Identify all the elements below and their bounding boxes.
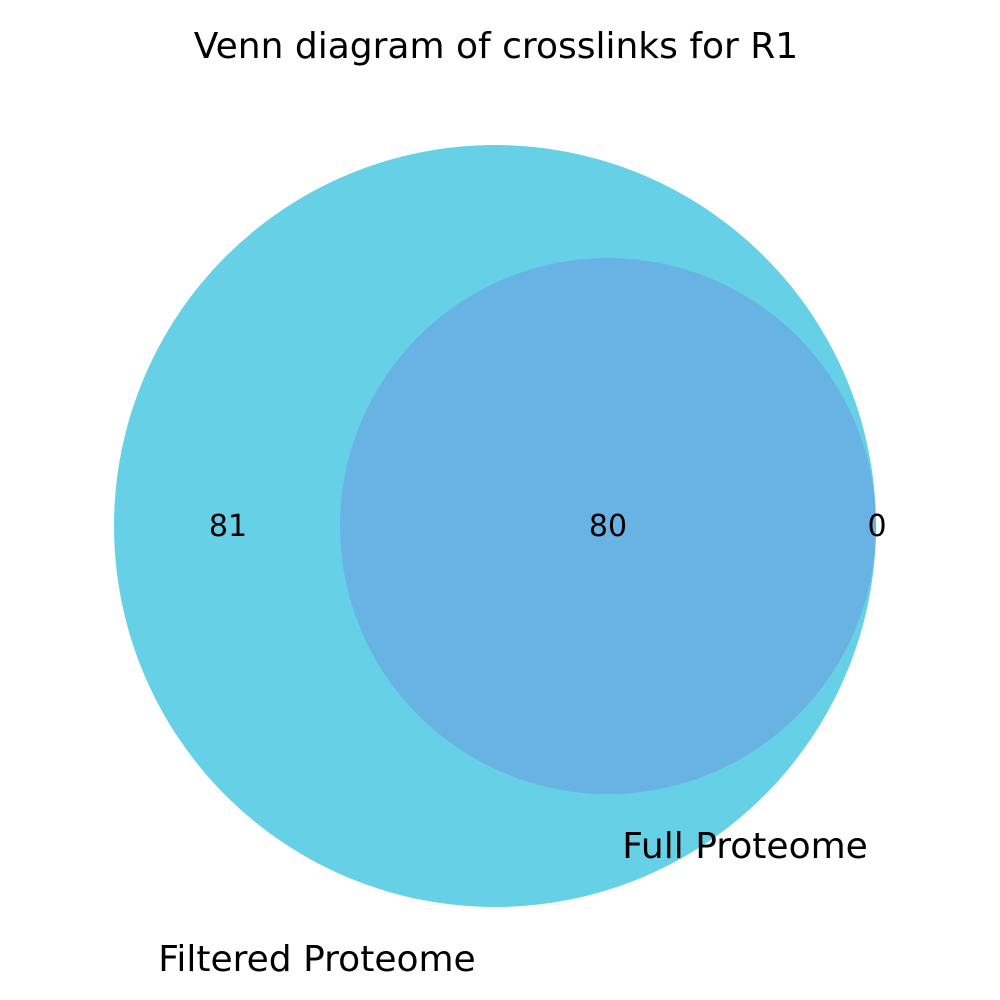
full-only-count: 0 xyxy=(867,509,886,544)
intersection-count: 80 xyxy=(589,509,627,544)
full-proteome-label: Full Proteome xyxy=(622,826,868,867)
full-proteome-circle xyxy=(340,258,876,794)
diagram-title: Venn diagram of crosslinks for R1 xyxy=(194,26,798,67)
filtered-only-count: 81 xyxy=(209,509,247,544)
filtered-proteome-label: Filtered Proteome xyxy=(158,939,475,980)
